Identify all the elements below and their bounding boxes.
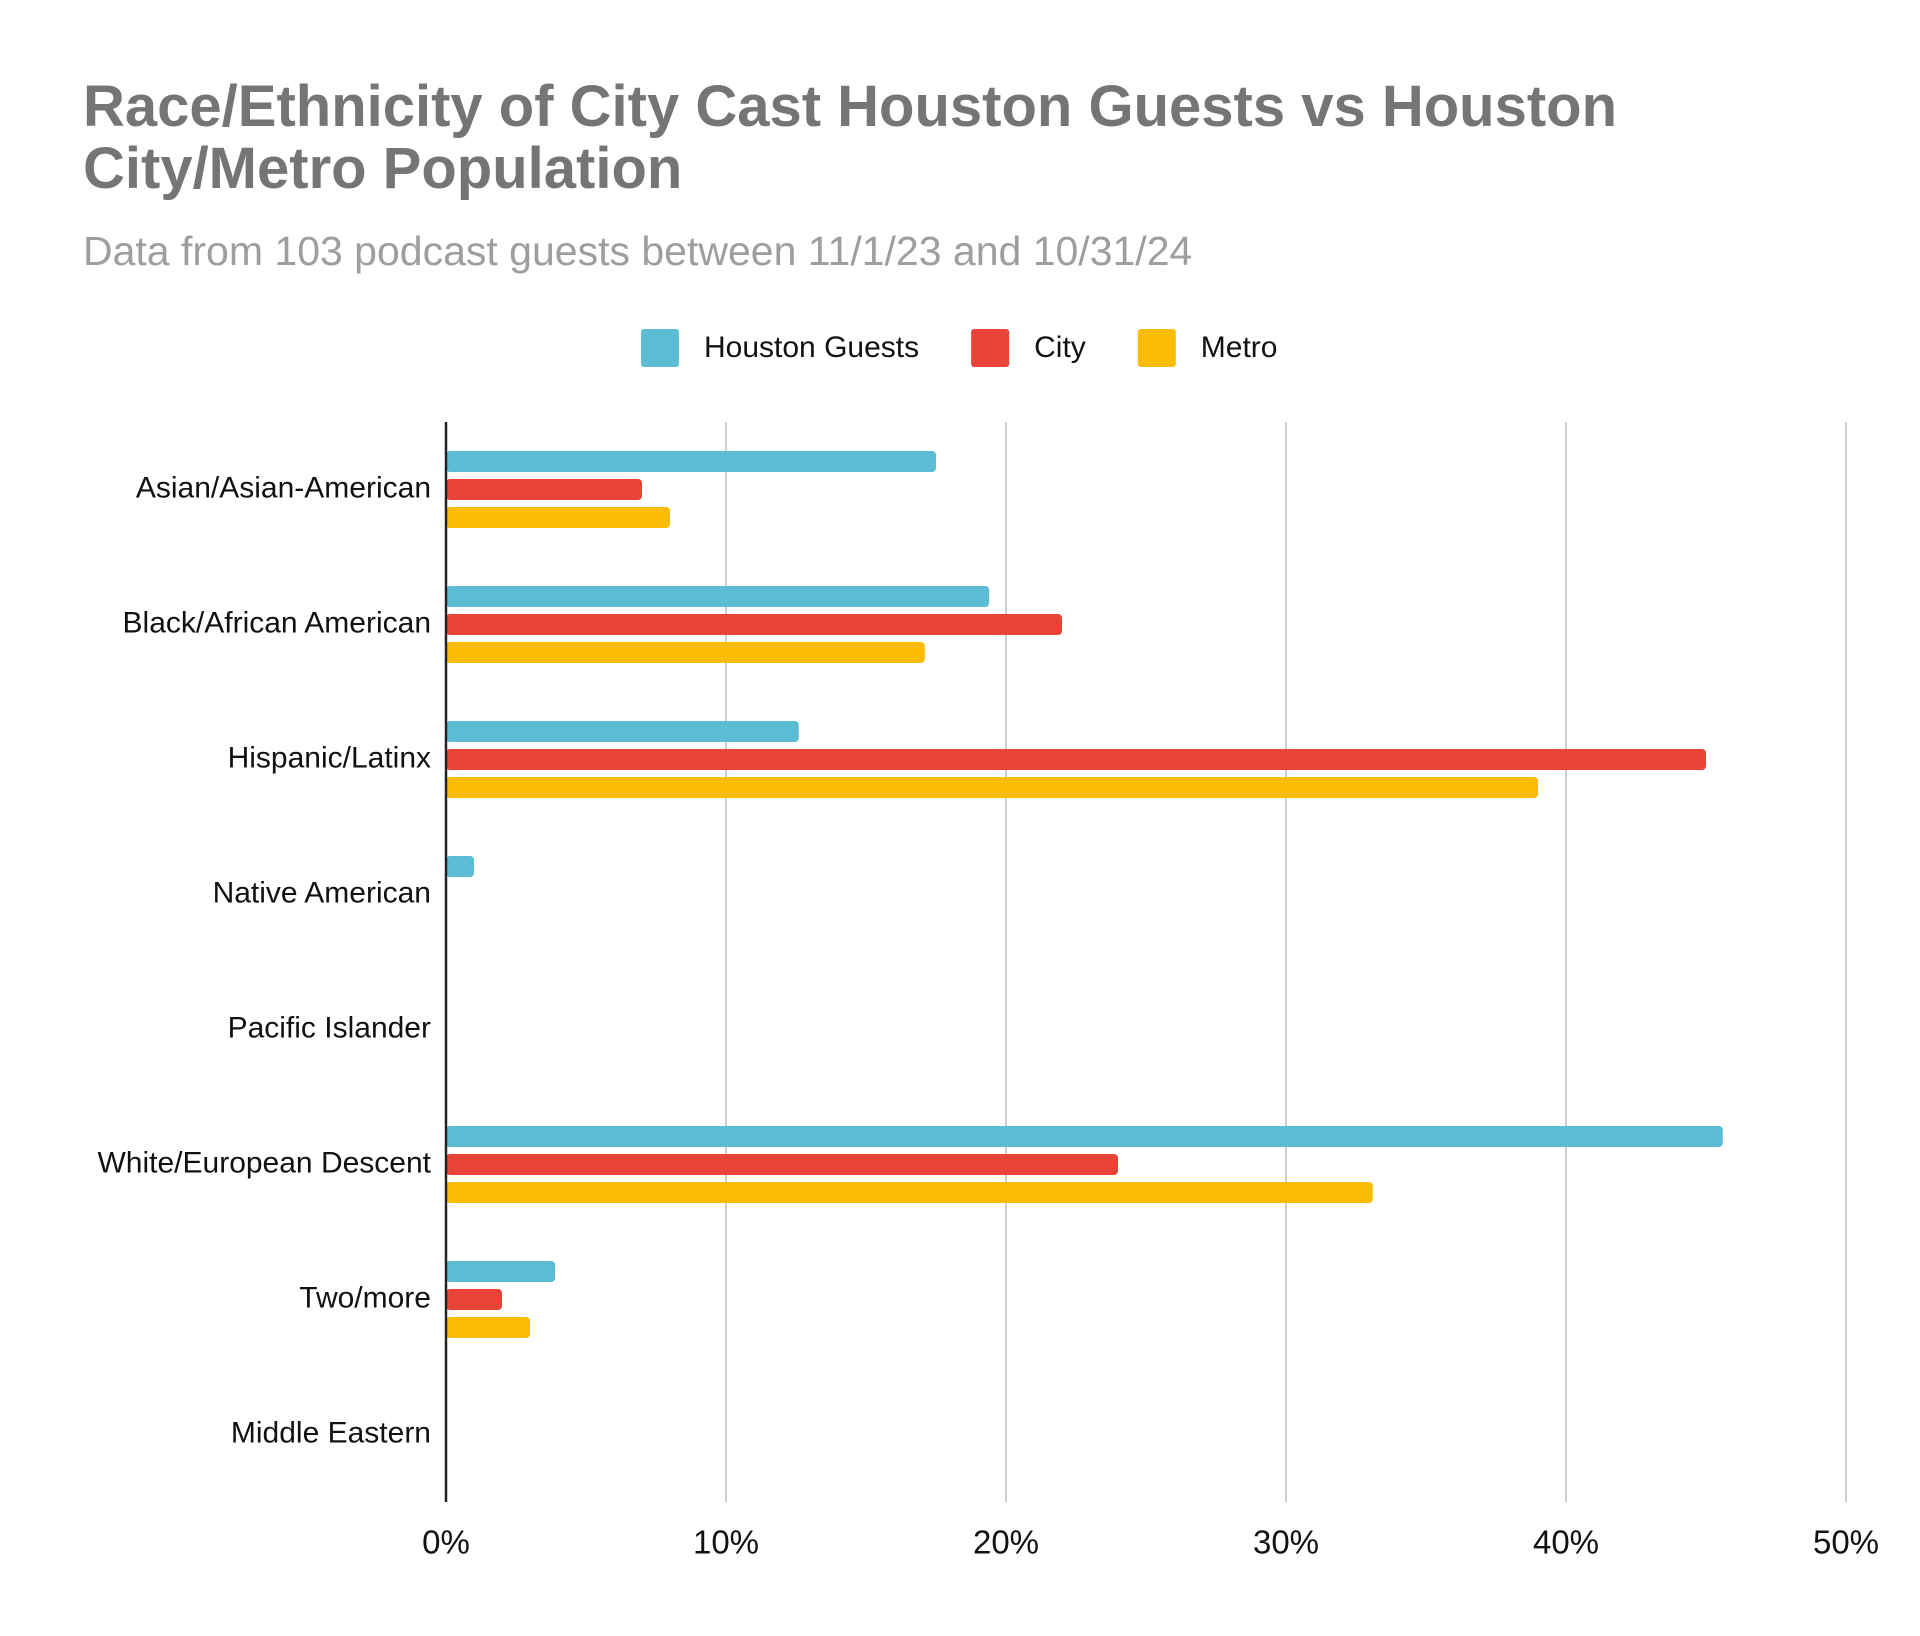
bar	[446, 1154, 1118, 1175]
bar	[446, 614, 1062, 635]
x-tick-label: 40%	[1533, 1524, 1599, 1561]
x-tick-label: 50%	[1813, 1524, 1879, 1561]
bar	[446, 1261, 556, 1282]
bar	[446, 479, 642, 500]
legend-swatch	[971, 329, 1010, 367]
bar	[446, 586, 990, 607]
x-tick-label: 10%	[693, 1524, 759, 1561]
bar	[446, 1182, 1373, 1203]
bar	[446, 451, 936, 472]
legend-swatch	[641, 329, 679, 367]
y-tick-label: Hispanic/Latinx	[228, 741, 431, 774]
x-tick-label: 0%	[422, 1524, 470, 1561]
chart-title: Race/Ethnicity of City Cast Houston Gues…	[83, 74, 1617, 201]
bar	[446, 777, 1538, 798]
legend-swatch	[1137, 329, 1176, 367]
y-tick-label: Pacific Islander	[228, 1011, 431, 1044]
x-tick-label: 30%	[1253, 1524, 1319, 1561]
y-tick-label: Black/African American	[123, 606, 431, 639]
bar	[446, 721, 799, 742]
legend-label: City	[1034, 331, 1086, 364]
bar	[446, 1289, 502, 1310]
y-tick-label: White/European Descent	[97, 1146, 431, 1179]
bar	[446, 749, 1706, 770]
chart-subtitle: Data from 103 podcast guests between 11/…	[83, 228, 1193, 274]
x-tick-label: 20%	[973, 1524, 1039, 1561]
bar	[446, 1126, 1723, 1147]
bar	[446, 1317, 530, 1338]
legend-label: Houston Guests	[704, 331, 919, 364]
y-tick-label: Middle Eastern	[231, 1416, 431, 1449]
y-tick-label: Asian/Asian-American	[136, 471, 431, 504]
bar	[446, 507, 670, 528]
bar	[446, 856, 474, 877]
y-tick-label: Two/more	[299, 1281, 431, 1314]
legend-label: Metro	[1201, 331, 1278, 364]
bar	[446, 642, 925, 663]
y-tick-label: Native American	[213, 876, 431, 909]
